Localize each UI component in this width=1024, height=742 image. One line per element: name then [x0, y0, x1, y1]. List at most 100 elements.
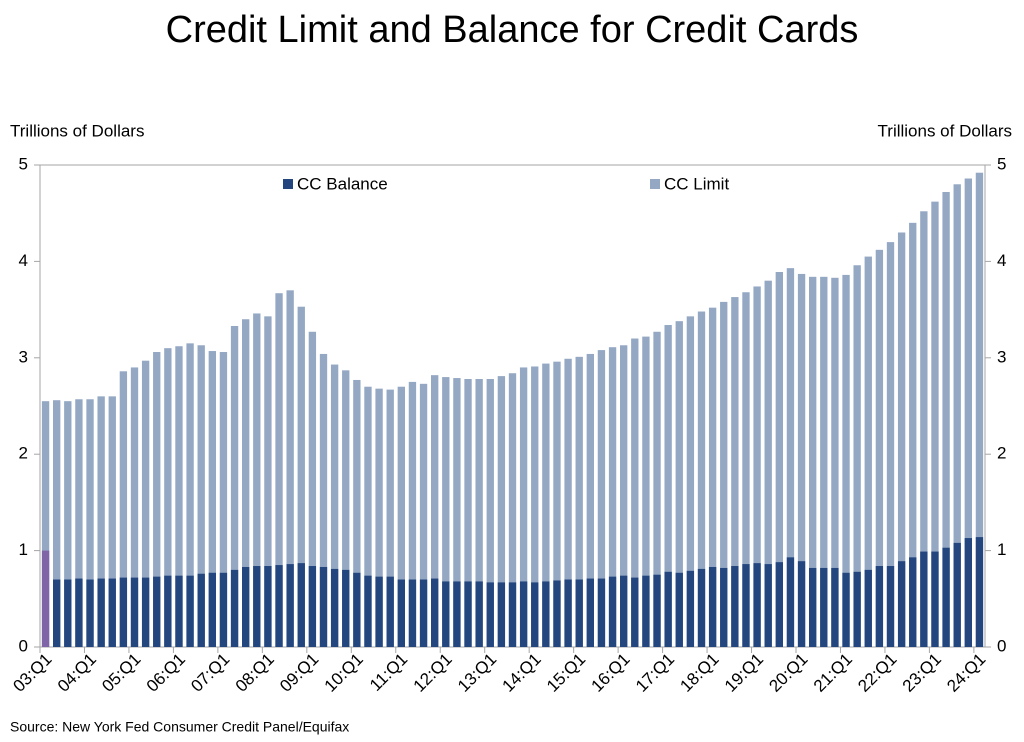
bar [809, 276, 817, 647]
bar [753, 563, 761, 647]
bar [820, 276, 828, 647]
bar [575, 579, 583, 647]
bar [175, 575, 183, 647]
bar [141, 360, 150, 647]
x-tick-label: 05:Q1 [98, 650, 144, 696]
bar [909, 222, 917, 647]
bar [464, 379, 472, 647]
x-tick-label: 13:Q1 [454, 650, 500, 696]
bar [75, 578, 83, 647]
bar [419, 579, 428, 647]
bar [742, 564, 750, 647]
bar [653, 574, 661, 647]
bar [386, 389, 394, 647]
bar [375, 576, 383, 647]
y-axis-label: Trillions of Dollars [10, 121, 144, 140]
bar [219, 352, 228, 647]
bar [575, 356, 583, 647]
bar [875, 566, 884, 647]
bar [831, 567, 839, 647]
bar [708, 307, 717, 647]
bar [297, 563, 305, 647]
y2-tick-label: 0 [997, 636, 1006, 655]
bar [242, 319, 250, 647]
bar [297, 306, 305, 647]
bar [920, 211, 928, 647]
bar [97, 396, 105, 647]
bar [208, 351, 216, 647]
bar [620, 345, 628, 647]
bar [853, 265, 861, 647]
bar [686, 316, 695, 647]
bar [319, 353, 328, 647]
bar [586, 353, 594, 647]
bar [53, 579, 61, 647]
bar [942, 191, 950, 647]
legend-swatch [283, 179, 293, 189]
y-tick-label: 0 [19, 636, 28, 655]
bar [286, 290, 294, 647]
bar [86, 399, 94, 647]
bar [931, 201, 939, 647]
bar [175, 346, 183, 647]
bar [197, 573, 205, 647]
bar [219, 572, 228, 647]
bar [809, 567, 817, 647]
y-tick-label: 3 [19, 347, 28, 366]
bar [975, 537, 984, 647]
bar [897, 561, 906, 647]
bar [931, 551, 939, 647]
bar [364, 386, 372, 647]
x-tick-label: 07:Q1 [187, 650, 233, 696]
bar [119, 577, 128, 647]
bar [86, 579, 94, 647]
bar [242, 566, 250, 647]
x-tick-label: 17:Q1 [632, 650, 678, 696]
legend-label: CC Balance [297, 174, 388, 193]
bar [253, 313, 261, 647]
bar [964, 178, 972, 647]
bar [108, 396, 116, 647]
bar [553, 580, 561, 647]
bar [64, 401, 72, 647]
y2-axis-label: Trillions of Dollars [878, 121, 1012, 140]
bar [453, 378, 461, 647]
bar [775, 272, 783, 647]
bar [642, 575, 650, 647]
bar [531, 366, 539, 647]
bar [542, 363, 550, 647]
bar [130, 577, 139, 647]
bar [797, 561, 806, 647]
bar [920, 551, 928, 647]
x-tick-label: 04:Q1 [54, 650, 100, 696]
bar [953, 184, 961, 647]
bar [130, 367, 139, 647]
bar [853, 571, 861, 647]
x-tick-label: 15:Q1 [543, 650, 589, 696]
x-tick-label: 16:Q1 [587, 650, 633, 696]
bar [720, 301, 728, 647]
bar [720, 567, 728, 647]
bar [753, 286, 761, 647]
bar [519, 367, 528, 647]
y-tick-label: 4 [19, 251, 28, 270]
bar [608, 576, 617, 647]
bar [53, 400, 61, 647]
bar [786, 557, 795, 647]
bar [586, 578, 594, 647]
bar [186, 343, 194, 647]
x-tick-label: 12:Q1 [410, 650, 456, 696]
y-tick-label: 5 [19, 154, 28, 173]
bar [364, 575, 372, 647]
bar [486, 582, 494, 647]
x-tick-label: 09:Q1 [276, 650, 322, 696]
bar [631, 577, 639, 647]
bar [608, 347, 617, 647]
bar [164, 575, 172, 647]
legend-swatch [650, 179, 660, 189]
bar [75, 399, 83, 647]
bar [41, 401, 50, 647]
bar [564, 579, 572, 647]
x-tick-label: 14:Q1 [499, 650, 545, 696]
bar [564, 358, 572, 647]
